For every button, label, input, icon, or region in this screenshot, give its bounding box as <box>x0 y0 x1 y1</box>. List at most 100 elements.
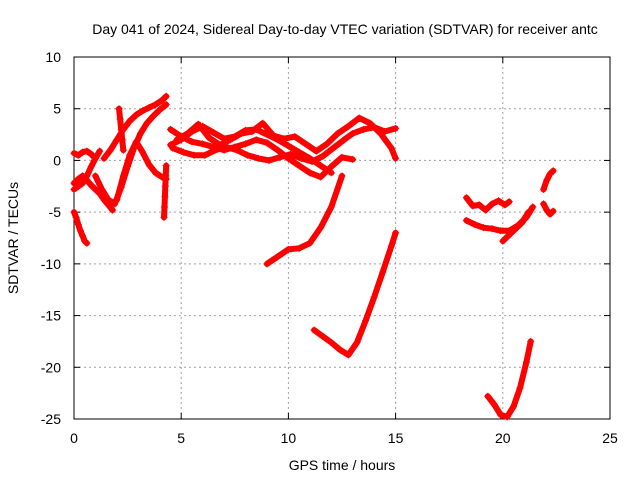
data-point <box>362 317 370 325</box>
data-point <box>302 140 310 148</box>
data-point <box>117 125 125 133</box>
data-point <box>87 181 95 189</box>
data-point <box>194 120 202 128</box>
data-point <box>126 151 134 159</box>
data-point <box>540 185 548 193</box>
data-point <box>359 125 367 133</box>
data-point <box>355 114 363 122</box>
data-point <box>518 218 526 226</box>
data-point <box>480 224 488 232</box>
data-point <box>74 175 82 183</box>
data-point <box>70 185 78 193</box>
data-point <box>227 136 235 144</box>
data-point <box>306 239 314 247</box>
data-point <box>119 146 127 154</box>
data-point <box>505 231 513 239</box>
data-point <box>91 154 99 162</box>
data-point <box>344 351 352 359</box>
data-point <box>501 201 509 209</box>
x-tick-label: 0 <box>70 430 78 446</box>
data-point <box>379 268 387 276</box>
data-point <box>87 150 95 158</box>
data-point <box>76 227 84 235</box>
data-point <box>469 202 477 210</box>
series-arc-18 <box>540 200 557 218</box>
series-arc-19 <box>484 337 535 421</box>
data-point <box>132 138 140 146</box>
data-point <box>327 338 335 346</box>
data-point <box>184 130 192 138</box>
data-point <box>338 153 346 161</box>
data-point <box>549 207 557 215</box>
data-point <box>546 170 554 178</box>
y-tick-label: -5 <box>49 204 62 220</box>
data-point <box>475 201 483 209</box>
data-point <box>205 134 213 142</box>
data-point <box>488 200 496 208</box>
data-point <box>310 326 318 334</box>
data-point <box>106 146 114 154</box>
data-point <box>510 403 518 411</box>
data-point <box>366 119 374 127</box>
series-arc-7 <box>100 92 170 162</box>
data-point <box>522 358 530 366</box>
data-point <box>199 140 207 148</box>
y-tick-label: -15 <box>41 308 61 324</box>
data-point <box>113 196 121 204</box>
data-point <box>529 203 537 211</box>
data-point <box>291 133 299 141</box>
data-point <box>96 147 104 155</box>
data-point <box>162 172 170 180</box>
data-point <box>132 111 140 119</box>
data-point <box>151 169 159 177</box>
data-point <box>543 206 551 214</box>
data-point <box>74 151 82 159</box>
y-tick-label: -25 <box>41 411 61 427</box>
data-point <box>482 206 490 214</box>
grid-lines <box>74 57 610 419</box>
data-point <box>317 173 325 181</box>
data-point <box>484 392 492 400</box>
data-point <box>173 136 181 144</box>
data-point <box>248 127 256 135</box>
x-tick-label: 20 <box>495 430 511 446</box>
data-point <box>349 155 357 163</box>
data-point <box>160 203 168 211</box>
data-point <box>353 338 361 346</box>
data-point <box>139 107 147 115</box>
data-point <box>274 253 282 261</box>
data-point <box>295 244 303 252</box>
data-point <box>70 208 78 216</box>
data-point <box>118 136 126 144</box>
data-point <box>161 193 169 201</box>
x-tick-label: 5 <box>177 430 185 446</box>
data-point <box>327 169 335 177</box>
data-point <box>284 245 292 253</box>
series-arc-2 <box>70 147 99 162</box>
data-points <box>70 92 557 421</box>
data-point <box>252 136 260 144</box>
data-point <box>497 411 505 419</box>
data-point <box>488 225 496 233</box>
data-point <box>546 210 554 218</box>
data-point <box>179 148 187 156</box>
data-point <box>462 216 470 224</box>
series-trace <box>169 124 399 165</box>
data-point <box>259 119 267 127</box>
data-point <box>543 176 551 184</box>
data-point <box>83 172 91 180</box>
data-point <box>83 147 91 155</box>
data-point <box>317 224 325 232</box>
data-point <box>323 140 331 148</box>
data-point <box>116 115 124 123</box>
data-point <box>317 162 325 170</box>
series-trace <box>173 115 399 162</box>
data-point <box>269 132 277 140</box>
data-point <box>149 112 157 120</box>
series-arc-13 <box>310 229 400 359</box>
data-point <box>308 157 316 165</box>
data-point <box>169 144 177 152</box>
data-point <box>160 213 168 221</box>
data-point <box>143 119 151 127</box>
y-tick-label: 0 <box>53 152 61 168</box>
